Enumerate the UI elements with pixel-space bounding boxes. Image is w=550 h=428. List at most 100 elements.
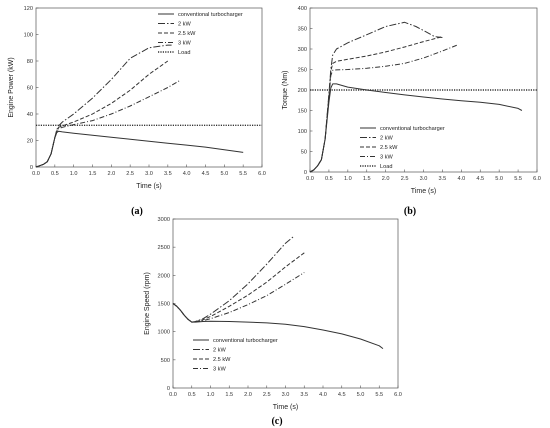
x-axis-label: Time (s) xyxy=(136,183,161,190)
x-tick-label: 3.5 xyxy=(439,176,447,182)
series-line-2-kw xyxy=(35,44,172,168)
legend: conventional turbocharger 2 kW 2.5 kW 3 kW xyxy=(193,338,278,373)
x-tick-label: 0.0 xyxy=(32,171,40,177)
x-tick-label: 2.5 xyxy=(401,176,409,182)
y-tick-label: 250 xyxy=(298,68,307,74)
series-line-conventional-turbocharger xyxy=(172,303,384,349)
legend: conventional turbocharger 2 kW 2.5 kW 3 kW L… xyxy=(158,12,243,56)
legend-label: 3 kW xyxy=(380,155,393,161)
legend-label: 2 kW xyxy=(380,136,393,142)
panel-label: (c) xyxy=(271,416,282,427)
legend-label: conventional turbocharger xyxy=(178,12,243,18)
x-tick-label: 0.5 xyxy=(51,171,59,177)
y-tick-label: 50 xyxy=(301,150,307,156)
y-tick-label: 1000 xyxy=(158,330,170,336)
legend-label: 2 kW xyxy=(213,348,226,354)
y-tick-label: 0 xyxy=(30,165,33,171)
y-tick-label: 0 xyxy=(167,386,170,392)
y-tick-label: 20 xyxy=(27,139,33,145)
x-tick-label: 1.0 xyxy=(207,392,215,398)
y-tick-label: 60 xyxy=(27,86,33,92)
x-tick-label: 1.0 xyxy=(70,171,78,177)
x-tick-label: 3.5 xyxy=(164,171,172,177)
x-tick-label: 1.5 xyxy=(225,392,233,398)
x-tick-label: 0.5 xyxy=(325,176,333,182)
x-tick-label: 5.0 xyxy=(495,176,503,182)
series-line-2-5-kw xyxy=(35,60,169,168)
legend-label: 3 kW xyxy=(178,41,191,47)
x-tick-label: 0.0 xyxy=(169,392,177,398)
series-line-2-kw xyxy=(172,236,294,323)
series-line-conventional-turbocharger xyxy=(35,130,244,168)
legend-label: 2.5 kW xyxy=(178,31,196,37)
legend-label: 3 kW xyxy=(213,367,226,373)
series-line-3-kw xyxy=(35,80,180,168)
y-axis-label: Torque (Nm) xyxy=(282,71,289,110)
y-tick-label: 2500 xyxy=(158,245,170,251)
series-line-3-kw xyxy=(172,272,305,323)
y-tick-label: 100 xyxy=(24,33,33,39)
legend-label: conventional turbocharger xyxy=(213,338,278,344)
legend-label: conventional turbocharger xyxy=(380,126,445,132)
x-tick-label: 2.5 xyxy=(263,392,271,398)
y-tick-label: 200 xyxy=(298,88,307,94)
x-tick-label: 1.0 xyxy=(344,176,352,182)
y-tick-label: 120 xyxy=(24,6,33,12)
x-tick-label: 4.5 xyxy=(202,171,210,177)
y-tick-label: 40 xyxy=(27,112,33,118)
x-axis-label: Time (s) xyxy=(273,404,298,411)
y-tick-label: 100 xyxy=(298,129,307,135)
y-tick-label: 2000 xyxy=(158,273,170,279)
x-tick-label: 3.0 xyxy=(420,176,428,182)
legend-label: Load xyxy=(380,164,392,170)
x-tick-label: 2.0 xyxy=(107,171,115,177)
y-axis-label: Engine Power (kW) xyxy=(8,57,15,117)
x-tick-label: 3.0 xyxy=(282,392,290,398)
x-tick-label: 0.0 xyxy=(306,176,314,182)
chart-panel-2: 0.0 0.5 1.0 1.5 2.0 2.5 3.0 3.5 4.0 4.5 5.0 5.5 6.0 0… xyxy=(282,6,541,217)
x-tick-label: 4.0 xyxy=(319,392,327,398)
legend-label: 2.5 kW xyxy=(213,357,231,363)
series-line-3-kw xyxy=(309,44,458,173)
x-tick-label: 6.0 xyxy=(394,392,402,398)
series-line-2-5-kw xyxy=(309,36,443,173)
y-axis-label: Engine Speed (rpm) xyxy=(144,272,151,335)
y-tick-label: 400 xyxy=(298,6,307,12)
y-tick-label: 3000 xyxy=(158,217,170,223)
y-tick-label: 150 xyxy=(298,109,307,115)
x-tick-label: 5.0 xyxy=(357,392,365,398)
x-tick-label: 3.0 xyxy=(145,171,153,177)
x-tick-label: 5.5 xyxy=(375,392,383,398)
x-tick-label: 4.0 xyxy=(457,176,465,182)
plot-frame xyxy=(172,218,399,389)
chart-panel-1: 0.0 0.5 1.0 1.5 2.0 2.5 3.0 3.5 4.0 4.5 5.0 5.5 6.0 0… xyxy=(8,6,266,217)
x-tick-label: 5.0 xyxy=(220,171,228,177)
x-tick-label: 3.5 xyxy=(300,392,308,398)
panel-label: (a) xyxy=(131,206,143,217)
legend-label: Load xyxy=(178,50,190,56)
x-tick-label: 0.5 xyxy=(188,392,196,398)
x-tick-label: 2.0 xyxy=(382,176,390,182)
x-tick-label: 5.5 xyxy=(239,171,247,177)
x-tick-label: 4.5 xyxy=(476,176,484,182)
y-tick-label: 80 xyxy=(27,59,33,65)
panel-label: (b) xyxy=(404,206,416,217)
y-tick-label: 500 xyxy=(161,358,170,364)
x-tick-label: 2.0 xyxy=(244,392,252,398)
x-tick-label: 1.5 xyxy=(89,171,97,177)
x-axis-label: Time (s) xyxy=(411,188,436,195)
legend: conventional turbocharger 2 kW 2.5 kW 3 kW L… xyxy=(360,126,445,170)
x-tick-label: 1.5 xyxy=(363,176,371,182)
y-tick-label: 350 xyxy=(298,27,307,33)
y-tick-label: 0 xyxy=(304,170,307,176)
x-tick-label: 4.5 xyxy=(338,392,346,398)
x-tick-label: 6.0 xyxy=(258,171,266,177)
legend-label: 2 kW xyxy=(178,22,191,28)
x-tick-label: 6.0 xyxy=(533,176,541,182)
y-tick-label: 300 xyxy=(298,47,307,53)
series-line-2-5-kw xyxy=(172,252,305,323)
x-tick-label: 4.0 xyxy=(183,171,191,177)
plot-frame xyxy=(35,7,263,168)
legend-label: 2.5 kW xyxy=(380,145,398,151)
